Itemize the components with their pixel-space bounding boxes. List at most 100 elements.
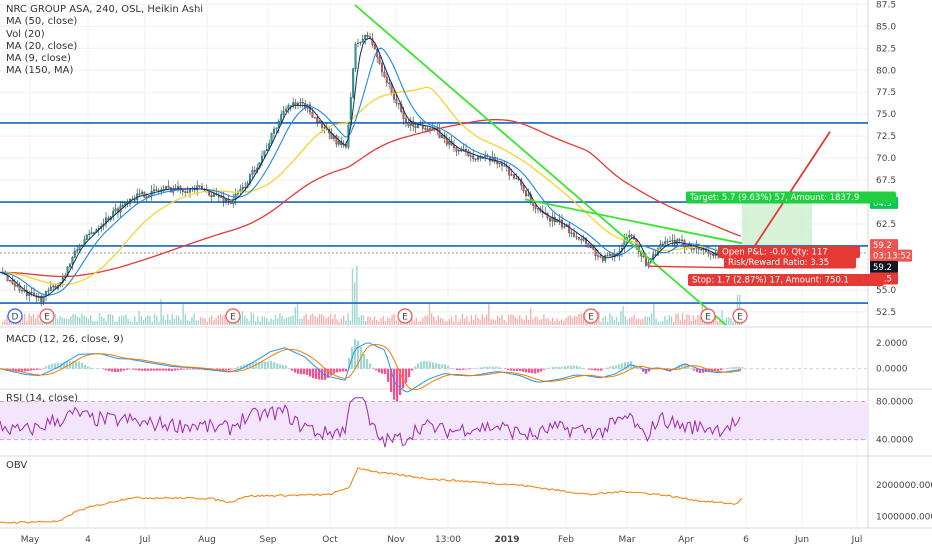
volume-bar xyxy=(384,321,387,325)
volume-bar xyxy=(246,318,248,325)
earnings-marker[interactable]: E xyxy=(39,308,55,324)
volume-bar xyxy=(219,313,222,325)
volume-bar xyxy=(569,315,571,325)
earnings-marker[interactable]: E xyxy=(732,308,748,324)
candle-body xyxy=(510,174,513,176)
candle-body xyxy=(280,114,283,122)
macd-histogram-bar xyxy=(123,368,126,371)
indicator-volume[interactable]: Vol (20) xyxy=(6,28,45,40)
candle-body xyxy=(417,123,419,128)
volume-bar xyxy=(492,319,494,325)
macd-histogram-bar xyxy=(645,368,648,374)
volume-bar xyxy=(299,318,301,325)
volume-bar xyxy=(607,321,609,325)
macd-histogram-bar xyxy=(498,367,501,369)
rsi-title[interactable]: RSI (14, close) xyxy=(6,393,79,404)
volume-bar xyxy=(279,313,281,325)
volume-bar xyxy=(534,316,536,325)
time-tick-label: Nov xyxy=(387,535,405,545)
macd-histogram-bar xyxy=(609,366,612,369)
candle-body xyxy=(71,257,74,264)
candle-body xyxy=(107,217,110,220)
candle-body xyxy=(601,256,604,261)
volume-bar xyxy=(580,313,582,325)
volume-bar xyxy=(112,315,114,325)
macd-histogram-bar xyxy=(540,368,543,372)
volume-bar xyxy=(637,318,640,325)
macd-histogram-bar xyxy=(528,368,531,373)
macd-histogram-bar xyxy=(462,368,465,370)
candle-body xyxy=(405,118,407,123)
price-tag-text: 64.9 xyxy=(873,199,892,209)
macd-histogram-bar xyxy=(318,368,321,380)
volume-bar xyxy=(527,319,530,325)
volume-bar xyxy=(688,314,690,325)
volume-bar xyxy=(699,316,701,325)
volume-bar xyxy=(505,321,508,325)
volume-bar xyxy=(156,315,158,325)
price-tick-label: 52.5 xyxy=(876,308,896,318)
earnings-marker[interactable]: E xyxy=(225,308,241,324)
macd-histogram-bar xyxy=(174,368,177,371)
candle-body xyxy=(169,187,172,193)
earnings-marker[interactable]: E xyxy=(700,308,716,324)
macd-histogram-bar xyxy=(687,365,690,369)
candle-body xyxy=(457,150,460,152)
rsi-line xyxy=(0,397,741,448)
volume-bar xyxy=(389,318,391,325)
candle-body xyxy=(354,43,357,69)
volume-bar xyxy=(96,320,98,325)
macd-histogram-bar xyxy=(186,368,189,370)
volume-bar xyxy=(162,315,164,325)
macd-title[interactable]: MACD (12, 26, close, 9) xyxy=(6,334,124,345)
indicator-ma9[interactable]: MA (9, close) xyxy=(6,53,71,65)
volume-bar xyxy=(281,316,283,325)
candle-body xyxy=(477,156,479,160)
earnings-marker[interactable]: E xyxy=(397,308,413,324)
macd-histogram-bar xyxy=(507,368,510,370)
macd-histogram-bar xyxy=(642,368,645,372)
volume-bar xyxy=(624,316,626,325)
price-tag xyxy=(870,249,912,262)
indicator-ma150[interactable]: MA (150, MA) xyxy=(6,65,74,77)
volume-bar xyxy=(721,310,723,325)
volume-bar xyxy=(169,319,171,325)
volume-bar xyxy=(105,320,107,325)
indicator-ma50[interactable]: MA (50, close) xyxy=(6,16,78,28)
macd-histogram-bar xyxy=(270,360,273,369)
volume-bar xyxy=(250,312,252,325)
macd-histogram-bar xyxy=(648,368,651,372)
candle-body xyxy=(121,205,124,207)
volume-bar xyxy=(503,319,505,325)
candle-body xyxy=(441,134,443,138)
volume-bar xyxy=(481,314,483,325)
candle-body xyxy=(652,254,655,260)
candle-body xyxy=(647,262,650,266)
candle-body xyxy=(289,105,292,107)
volume-bar xyxy=(558,321,560,325)
candle-body xyxy=(181,189,184,192)
macd-histogram-bar xyxy=(18,368,21,372)
candle-body xyxy=(549,217,551,222)
candle-body xyxy=(244,186,247,188)
indicator-ma20[interactable]: MA (20, close) xyxy=(6,40,78,52)
volume-bar xyxy=(510,314,512,325)
obv-title[interactable]: OBV xyxy=(6,460,28,471)
symbol-title[interactable]: NRC GROUP ASA, 240, OSL, Heikin Ashi xyxy=(6,4,204,15)
macd-histogram-bar xyxy=(300,368,303,375)
macd-histogram-bar xyxy=(87,366,90,369)
macd-histogram-bar xyxy=(159,368,162,371)
macd-histogram-bar xyxy=(444,364,447,369)
macd-histogram-bar xyxy=(168,368,171,371)
macd-histogram-bar xyxy=(354,339,357,369)
macd-histogram-bar xyxy=(483,366,486,369)
candle-body xyxy=(577,237,580,240)
candle-body xyxy=(407,122,410,126)
price-tick-label: 70.0 xyxy=(876,154,896,164)
earnings-marker[interactable]: D xyxy=(7,308,23,324)
candle-body xyxy=(503,165,506,167)
earnings-marker[interactable]: E xyxy=(583,308,599,324)
volume-bar xyxy=(307,320,310,325)
